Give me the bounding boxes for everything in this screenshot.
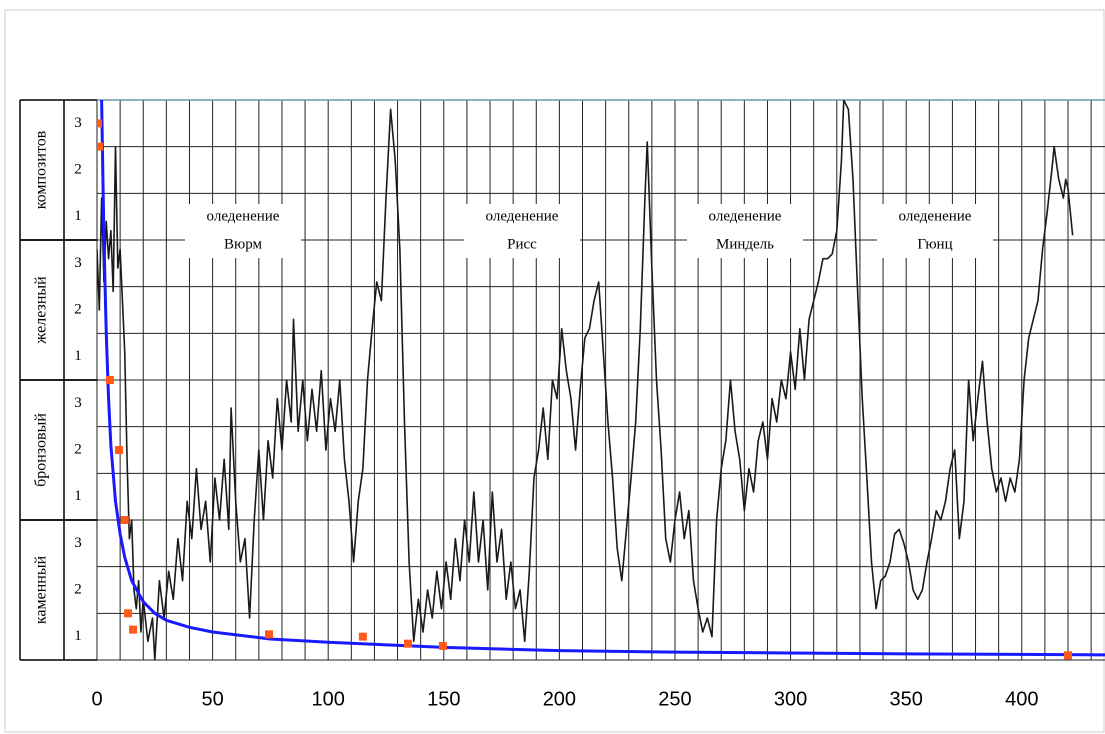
y-tick-label: 3 [74, 535, 82, 551]
data-point [97, 119, 102, 128]
y-tick-label: 1 [74, 488, 82, 504]
annotation: Вюрм [224, 236, 262, 252]
y-tick-label: 2 [74, 301, 82, 317]
y-tick-label: 3 [74, 395, 82, 411]
x-tick-label: 0 [91, 688, 102, 710]
data-point [97, 142, 104, 151]
y-tick-label: 1 [74, 628, 82, 644]
x-tick-label: 250 [658, 688, 691, 710]
annotation: оледенение [899, 208, 972, 224]
annotation: Гюнц [917, 236, 952, 252]
y-group-label: бронзовый [33, 413, 50, 487]
data-point [265, 630, 274, 639]
y-tick-label: 3 [74, 115, 82, 131]
series-line [97, 100, 1074, 660]
x-tick-label: 400 [1005, 688, 1038, 710]
y-tick-label: 2 [74, 581, 82, 597]
annotation: оледенение [486, 208, 559, 224]
data-point [1064, 651, 1073, 660]
annotation: Рисс [507, 236, 537, 252]
annotation-bg [687, 204, 803, 258]
data-point [438, 642, 447, 650]
x-tick-label: 300 [774, 688, 807, 710]
y-group-label: композитов [33, 130, 50, 209]
data-point [105, 376, 114, 384]
annotation-bg [464, 204, 580, 258]
data-point [358, 632, 367, 641]
frame [4, 9, 1105, 733]
plot-area [97, 100, 1105, 660]
x-tick-label: 200 [543, 688, 576, 710]
annotation: оледенение [709, 208, 782, 224]
data-point [114, 446, 123, 454]
data-point [403, 639, 412, 648]
data-point [129, 625, 138, 634]
x-tick-label: 100 [312, 688, 345, 710]
data-point [120, 516, 129, 524]
annotation-bg [877, 204, 993, 258]
x-tick-label: 50 [201, 688, 223, 710]
data-point [123, 609, 132, 618]
annotation: Миндель [716, 236, 774, 252]
y-tick-label: 2 [74, 441, 82, 457]
y-tick-label: 1 [74, 348, 82, 364]
x-tick-label: 150 [427, 688, 460, 710]
y-tick-label: 2 [74, 161, 82, 177]
y-tick-label: 3 [74, 255, 82, 271]
x-tick-label: 350 [889, 688, 922, 710]
series-line [100, 100, 1105, 657]
y-group-label: железный [33, 276, 50, 345]
y-tick-label: 1 [74, 208, 82, 224]
y-group-label: каменный [33, 555, 50, 624]
annotation-bg [185, 204, 301, 258]
annotation: оледенение [207, 208, 280, 224]
